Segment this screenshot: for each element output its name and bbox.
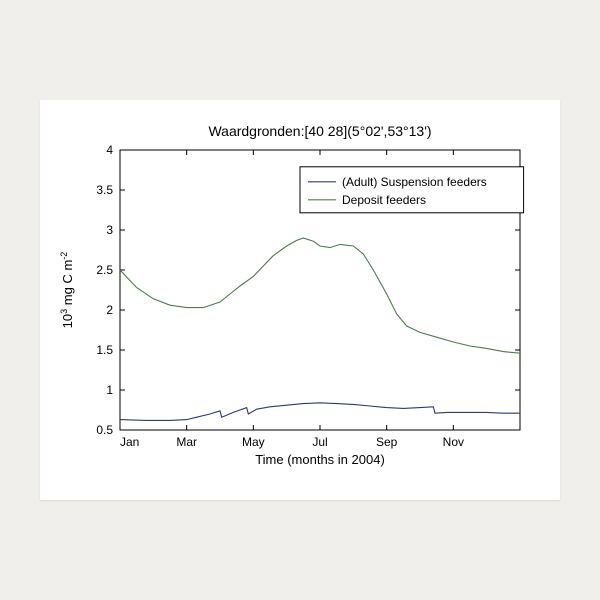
line-chart: 0.5 1 1.5 2 2.5 3 3.5 4 Jan Mar May Jul Sep Nov Waardg…	[40, 100, 560, 500]
ytick-label: 1	[106, 383, 113, 397]
ytick-label: 3	[106, 223, 113, 237]
ytick-label: 1.5	[96, 343, 113, 357]
xtick-label: Mar	[176, 435, 197, 449]
ytick-label: 0.5	[96, 423, 113, 437]
ytick-label: 2	[106, 303, 113, 317]
xtick-label: Jul	[312, 435, 327, 449]
ytick-label: 2.5	[96, 263, 113, 277]
y-axis-label: 103 mg C m-2	[59, 252, 75, 329]
chart-title: Waardgronden:[40 28](5°02',53°13')	[208, 123, 431, 139]
legend-label: (Adult) Suspension feeders	[342, 175, 487, 189]
xtick-label: Jan	[120, 435, 139, 449]
page-background: 0.5 1 1.5 2 2.5 3 3.5 4 Jan Mar May Jul Sep Nov Waardg…	[0, 0, 600, 600]
legend-label: Deposit feeders	[342, 193, 426, 207]
xtick-label: Nov	[443, 435, 464, 449]
figure-panel: 0.5 1 1.5 2 2.5 3 3.5 4 Jan Mar May Jul Sep Nov Waardg…	[40, 100, 560, 500]
xtick-label: Sep	[376, 435, 398, 449]
ytick-label: 4	[106, 143, 113, 157]
xtick-label: May	[242, 435, 265, 449]
ytick-label: 3.5	[96, 183, 113, 197]
x-axis-label: Time (months in 2004)	[255, 452, 385, 467]
